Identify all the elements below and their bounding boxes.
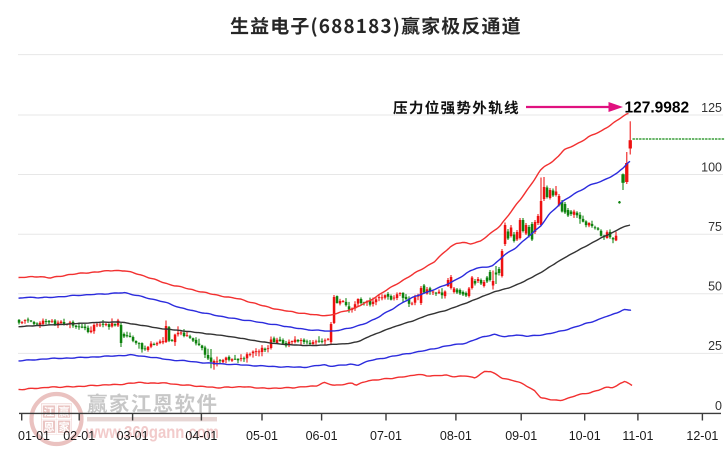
svg-text:127.9982: 127.9982 xyxy=(625,100,690,117)
svg-text:06-01: 06-01 xyxy=(306,429,338,443)
svg-text:08-01: 08-01 xyxy=(440,429,472,443)
svg-text:125: 125 xyxy=(701,101,722,115)
svg-text:03-01: 03-01 xyxy=(117,429,149,443)
svg-text:01-01: 01-01 xyxy=(18,429,50,443)
svg-text:09-01: 09-01 xyxy=(505,429,537,443)
svg-text:07-01: 07-01 xyxy=(370,429,402,443)
svg-text:05-01: 05-01 xyxy=(246,429,278,443)
svg-text:www.360gann.com: www.360gann.com xyxy=(85,422,219,442)
svg-text:50: 50 xyxy=(708,280,722,294)
svg-text:02-01: 02-01 xyxy=(63,429,95,443)
svg-text:25: 25 xyxy=(708,339,722,353)
svg-text:11-01: 11-01 xyxy=(622,429,653,443)
svg-text:04-01: 04-01 xyxy=(185,429,217,443)
svg-text:75: 75 xyxy=(708,220,722,234)
svg-text:0: 0 xyxy=(715,399,722,413)
svg-text:100: 100 xyxy=(701,160,722,174)
svg-text:12-01: 12-01 xyxy=(686,429,718,443)
svg-text:10-01: 10-01 xyxy=(569,429,601,443)
